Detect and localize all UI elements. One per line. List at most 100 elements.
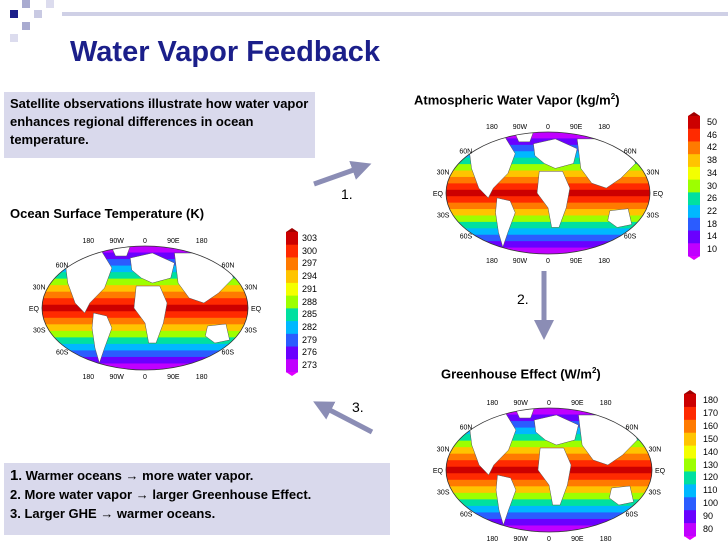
colorbar-tick-label: 297 xyxy=(302,258,318,269)
arrow-step-1 xyxy=(313,160,372,187)
colorbar-segment xyxy=(688,205,700,219)
ocean-temperature-map: 180 180 90W 90W 0 0 90E 90E 180 180 60N 60N 30N 30N EQ… xyxy=(29,238,262,381)
colorbar-segment xyxy=(688,192,700,206)
decor-square xyxy=(10,34,18,42)
map-axis-label: EQ xyxy=(29,306,40,313)
map-axis-label: 90E xyxy=(571,536,584,543)
map-axis-label: 180 xyxy=(196,374,208,381)
map-axis-label: 30S xyxy=(437,490,450,497)
colorbar-segment xyxy=(684,432,696,447)
header-rule xyxy=(62,12,728,16)
map-axis-label: 180 xyxy=(598,258,610,265)
colorbar-tick-label: 291 xyxy=(302,283,318,294)
colorbar-segment xyxy=(684,523,696,537)
continent-shape xyxy=(467,135,516,199)
continent-shape xyxy=(63,249,113,314)
map-axis-label: 0 xyxy=(143,374,147,381)
ghe-colorbar-ticks: 180 170 160 150 140 130 120 110 100 90 80 xyxy=(703,394,718,536)
map-axis-label: EQ xyxy=(655,468,666,475)
colorbar-tick-label: 279 xyxy=(302,334,318,345)
continent-shape xyxy=(133,285,168,344)
map-axis-label: 90E xyxy=(570,258,583,265)
ocean-panel-label: Ocean Surface Temperature (K) xyxy=(10,206,205,221)
summary-line-1: 1. Warmer oceans → more water vapor. xyxy=(10,467,254,484)
ocean-colorbar xyxy=(286,228,298,376)
colorbar-segment xyxy=(286,282,298,297)
colorbar-tick-label: 303 xyxy=(302,233,318,243)
colorbar-tick-label: 285 xyxy=(302,309,318,320)
colorbar-tick-label: 150 xyxy=(703,433,719,444)
continent-shape xyxy=(130,252,175,284)
greenhouse-effect-map: 180 180 90W 90W 0 0 90E 90E 180 180 60N 60N 30N 30N EQ… xyxy=(433,400,666,543)
colorbar-segment xyxy=(688,116,700,130)
map-axis-label: 60N xyxy=(624,148,637,155)
map-axis-label: 60S xyxy=(624,234,637,241)
map-axis-label: 180 xyxy=(196,238,208,245)
decor-square xyxy=(10,10,18,18)
colorbar-tick-label: 18 xyxy=(707,218,718,229)
continent-shape xyxy=(534,414,579,446)
colorbar-segment xyxy=(688,179,700,193)
colorbar-tick-label: 294 xyxy=(302,271,318,282)
colorbar-tick-label: 14 xyxy=(707,231,718,242)
map-axis-label: 0 xyxy=(546,258,550,265)
colorbar-tick-label: 38 xyxy=(707,155,718,166)
colorbar-tick-label: 10 xyxy=(707,244,718,255)
map-axis-label: 60N xyxy=(460,425,473,432)
map-axis-label: 60S xyxy=(56,349,69,356)
map-axis-label: 0 xyxy=(546,124,550,131)
decor-square xyxy=(22,22,30,30)
map-axis-label: 60N xyxy=(459,148,472,155)
decor-square xyxy=(34,10,42,18)
colorbar-segment xyxy=(286,257,298,271)
colorbar-segment xyxy=(684,497,696,511)
continent-shape xyxy=(537,447,572,506)
map-axis-label: EQ xyxy=(251,306,262,313)
map-axis-label: 30S xyxy=(437,212,450,219)
map-axis-label: 90W xyxy=(513,124,528,131)
colorbar-segment xyxy=(688,128,700,142)
map-axis-label: 30N xyxy=(648,446,661,453)
map-axis-label: 90W xyxy=(109,238,124,245)
colorbar-segment xyxy=(684,394,696,408)
colorbar-segment xyxy=(684,458,696,472)
continent-shape xyxy=(609,485,634,506)
colorbar-segment xyxy=(684,406,696,421)
step-3-label: 3. xyxy=(352,399,364,415)
map-axis-label: 30S xyxy=(244,328,257,335)
map-axis-label: 60S xyxy=(222,349,235,356)
vapor-panel-label: Atmospheric Water Vapor (kg/m2) xyxy=(414,92,620,108)
colorbar-segment xyxy=(286,270,298,284)
map-axis-label: 30N xyxy=(437,446,450,453)
slide-title: Water Vapor Feedback xyxy=(70,36,380,68)
step-2-label: 2. xyxy=(517,291,529,307)
map-axis-label: 30N xyxy=(244,284,257,291)
ghe-colorbar xyxy=(684,390,696,540)
colorbar-tick-label: 140 xyxy=(703,446,719,457)
map-axis-label: 90E xyxy=(167,374,180,381)
colorbar-tick-label: 26 xyxy=(707,193,718,204)
map-axis-label: EQ xyxy=(653,191,664,198)
colorbar-segment xyxy=(286,346,298,360)
continent-shape xyxy=(467,411,517,476)
colorbar-tick-label: 300 xyxy=(302,245,318,256)
map-axis-label: 0 xyxy=(143,238,147,245)
colorbar-segment xyxy=(684,484,696,498)
map-axis-label: 30N xyxy=(647,170,660,177)
colorbar-segment xyxy=(684,419,696,434)
colorbar-tick-label: 50 xyxy=(707,117,718,127)
intro-text-box: Satellite observations illustrate how wa… xyxy=(4,92,315,158)
map-axis-label: 90W xyxy=(513,536,528,543)
colorbar-segment xyxy=(684,510,696,524)
map-axis-label: 180 xyxy=(600,536,612,543)
map-axis-label: 180 xyxy=(83,374,95,381)
continent-shape xyxy=(205,323,230,344)
colorbar-tick-label: 46 xyxy=(707,129,718,140)
vapor-colorbar xyxy=(688,112,700,260)
colorbar-segment xyxy=(286,232,298,246)
map-axis-label: EQ xyxy=(433,468,444,475)
map-axis-label: 30S xyxy=(648,490,661,497)
colorbar-segment xyxy=(688,217,700,232)
colorbar-tick-label: 273 xyxy=(302,360,318,371)
